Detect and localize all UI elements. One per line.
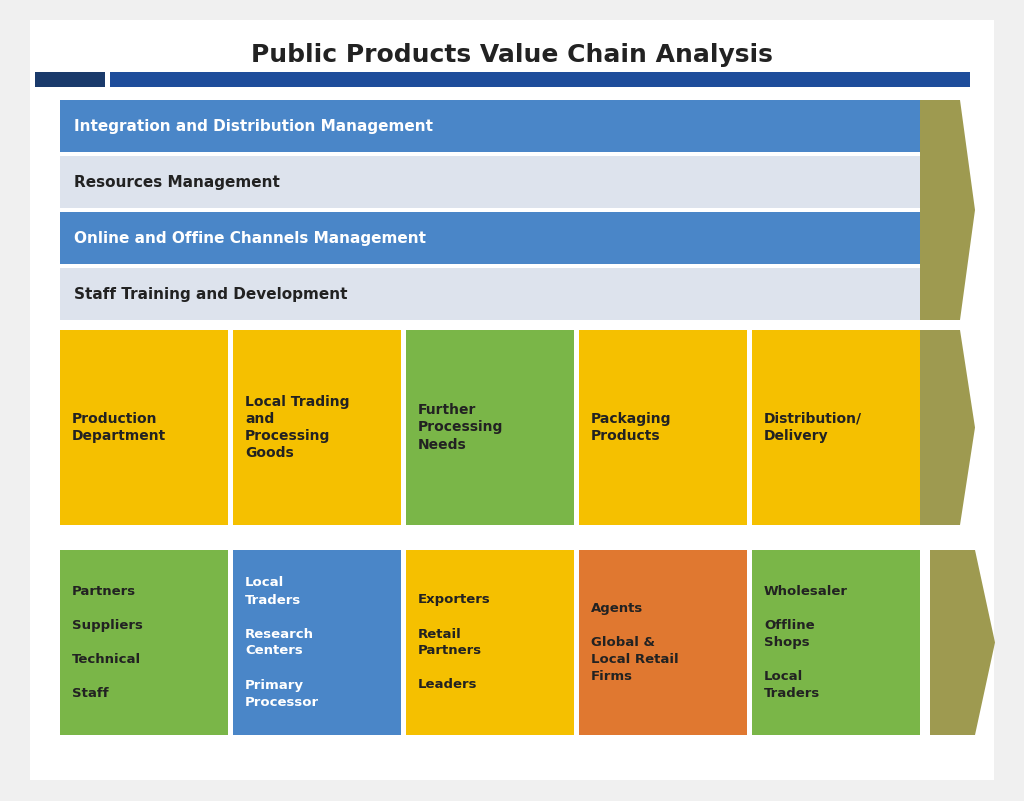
FancyBboxPatch shape	[110, 72, 970, 87]
Text: Local
Traders

Research
Centers

Primary
Processor: Local Traders Research Centers Primary P…	[245, 577, 319, 709]
Text: Local Trading
and
Processing
Goods: Local Trading and Processing Goods	[245, 395, 349, 461]
FancyBboxPatch shape	[752, 550, 920, 735]
FancyBboxPatch shape	[579, 550, 746, 735]
Text: Online and Offine Channels Management: Online and Offine Channels Management	[74, 231, 426, 245]
Text: Production
Department: Production Department	[72, 412, 166, 443]
FancyBboxPatch shape	[752, 330, 920, 525]
Polygon shape	[920, 330, 975, 525]
FancyBboxPatch shape	[60, 268, 920, 320]
FancyBboxPatch shape	[30, 20, 994, 780]
Text: Distribution/
Delivery: Distribution/ Delivery	[764, 412, 862, 443]
FancyBboxPatch shape	[60, 550, 228, 735]
Text: Export: Export	[943, 403, 956, 452]
Text: Wholesaler

Offline
Shops

Local
Traders: Wholesaler Offline Shops Local Traders	[764, 585, 848, 700]
Text: Integration and Distribution Management: Integration and Distribution Management	[74, 119, 433, 134]
Text: Packaging
Products: Packaging Products	[591, 412, 672, 443]
Text: Export: Export	[934, 635, 990, 650]
FancyBboxPatch shape	[406, 550, 574, 735]
Polygon shape	[920, 100, 975, 320]
Text: Public Products Value Chain Analysis: Public Products Value Chain Analysis	[251, 43, 773, 67]
Text: Export: Export	[943, 185, 956, 235]
Text: Staff Training and Development: Staff Training and Development	[74, 287, 347, 301]
FancyBboxPatch shape	[60, 100, 920, 152]
Text: Agents

Global &
Local Retail
Firms: Agents Global & Local Retail Firms	[591, 602, 679, 683]
FancyBboxPatch shape	[406, 330, 574, 525]
Text: Resources Management: Resources Management	[74, 175, 280, 190]
FancyBboxPatch shape	[233, 550, 401, 735]
FancyBboxPatch shape	[35, 72, 105, 87]
Text: Exporters

Retail
Partners

Leaders: Exporters Retail Partners Leaders	[418, 594, 490, 691]
FancyBboxPatch shape	[60, 156, 920, 208]
Text: Further
Processing
Needs: Further Processing Needs	[418, 403, 504, 452]
Polygon shape	[930, 550, 995, 735]
FancyBboxPatch shape	[60, 330, 228, 525]
FancyBboxPatch shape	[60, 212, 920, 264]
FancyBboxPatch shape	[579, 330, 746, 525]
Text: Partners

Suppliers

Technical

Staff: Partners Suppliers Technical Staff	[72, 585, 143, 700]
FancyBboxPatch shape	[233, 330, 401, 525]
